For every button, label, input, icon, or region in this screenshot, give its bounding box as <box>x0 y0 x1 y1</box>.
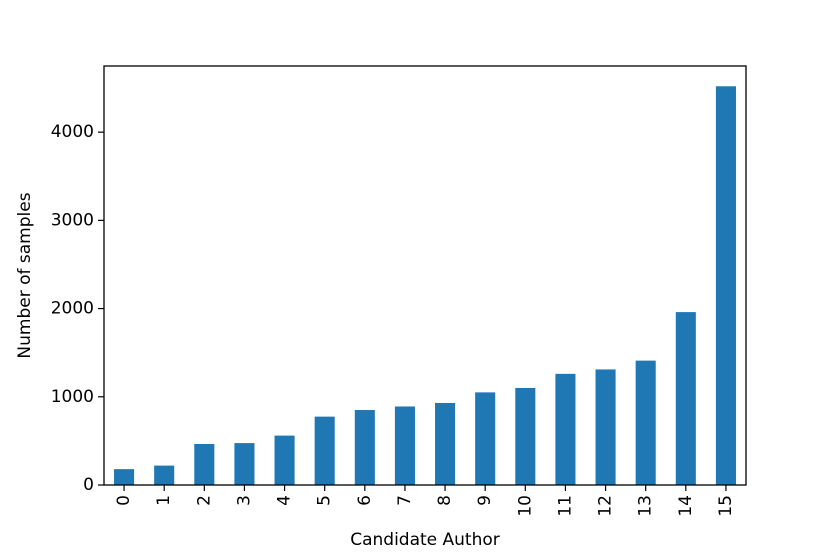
bar-6 <box>354 410 375 485</box>
bar-10 <box>515 387 536 485</box>
y-axis-label: Number of samples <box>15 192 35 358</box>
bar-12 <box>595 369 616 485</box>
bar-13 <box>635 360 656 485</box>
x-tick-label: 2 <box>194 495 214 506</box>
x-tick-label: 15 <box>716 495 736 517</box>
bar-4 <box>274 435 295 485</box>
bar-7 <box>394 406 415 485</box>
y-tick-label: 3000 <box>51 210 94 230</box>
x-tick-label: 6 <box>355 495 375 506</box>
y-tick-label: 4000 <box>51 122 94 142</box>
bar-14 <box>675 312 696 485</box>
bar-3 <box>234 443 255 485</box>
plot-frame <box>103 65 747 486</box>
x-tick-label: 10 <box>515 495 535 517</box>
bar-15 <box>715 86 736 485</box>
bar-1 <box>154 465 175 485</box>
bar-5 <box>314 416 335 485</box>
y-axis: 0 1000 2000 3000 4000 <box>51 122 104 495</box>
x-tick-label: 1 <box>154 495 174 506</box>
x-tick-label: 14 <box>676 495 696 517</box>
x-tick-label: 9 <box>475 495 495 506</box>
x-axis-label: Candidate Author <box>350 530 500 550</box>
x-tick-label: 7 <box>395 495 415 506</box>
x-tick-label: 8 <box>435 495 455 506</box>
x-tick-label: 0 <box>114 495 134 506</box>
x-tick-label: 3 <box>234 495 254 506</box>
y-tick-label: 0 <box>83 475 94 495</box>
bars-group <box>114 86 736 485</box>
x-tick-label: 11 <box>555 495 575 517</box>
bar-8 <box>435 402 456 485</box>
x-tick-label: 13 <box>636 495 656 517</box>
y-tick-label: 1000 <box>51 387 94 407</box>
x-axis: 0 1 2 3 4 5 6 7 8 9 10 11 12 13 14 15 <box>114 485 736 517</box>
bar-2 <box>194 443 215 485</box>
x-tick-label: 4 <box>275 495 295 506</box>
bar-11 <box>555 373 576 485</box>
x-tick-label: 12 <box>596 495 616 517</box>
bar-9 <box>475 392 496 485</box>
x-tick-label: 5 <box>315 495 335 506</box>
bar-0 <box>114 469 135 485</box>
y-tick-label: 2000 <box>51 299 94 319</box>
